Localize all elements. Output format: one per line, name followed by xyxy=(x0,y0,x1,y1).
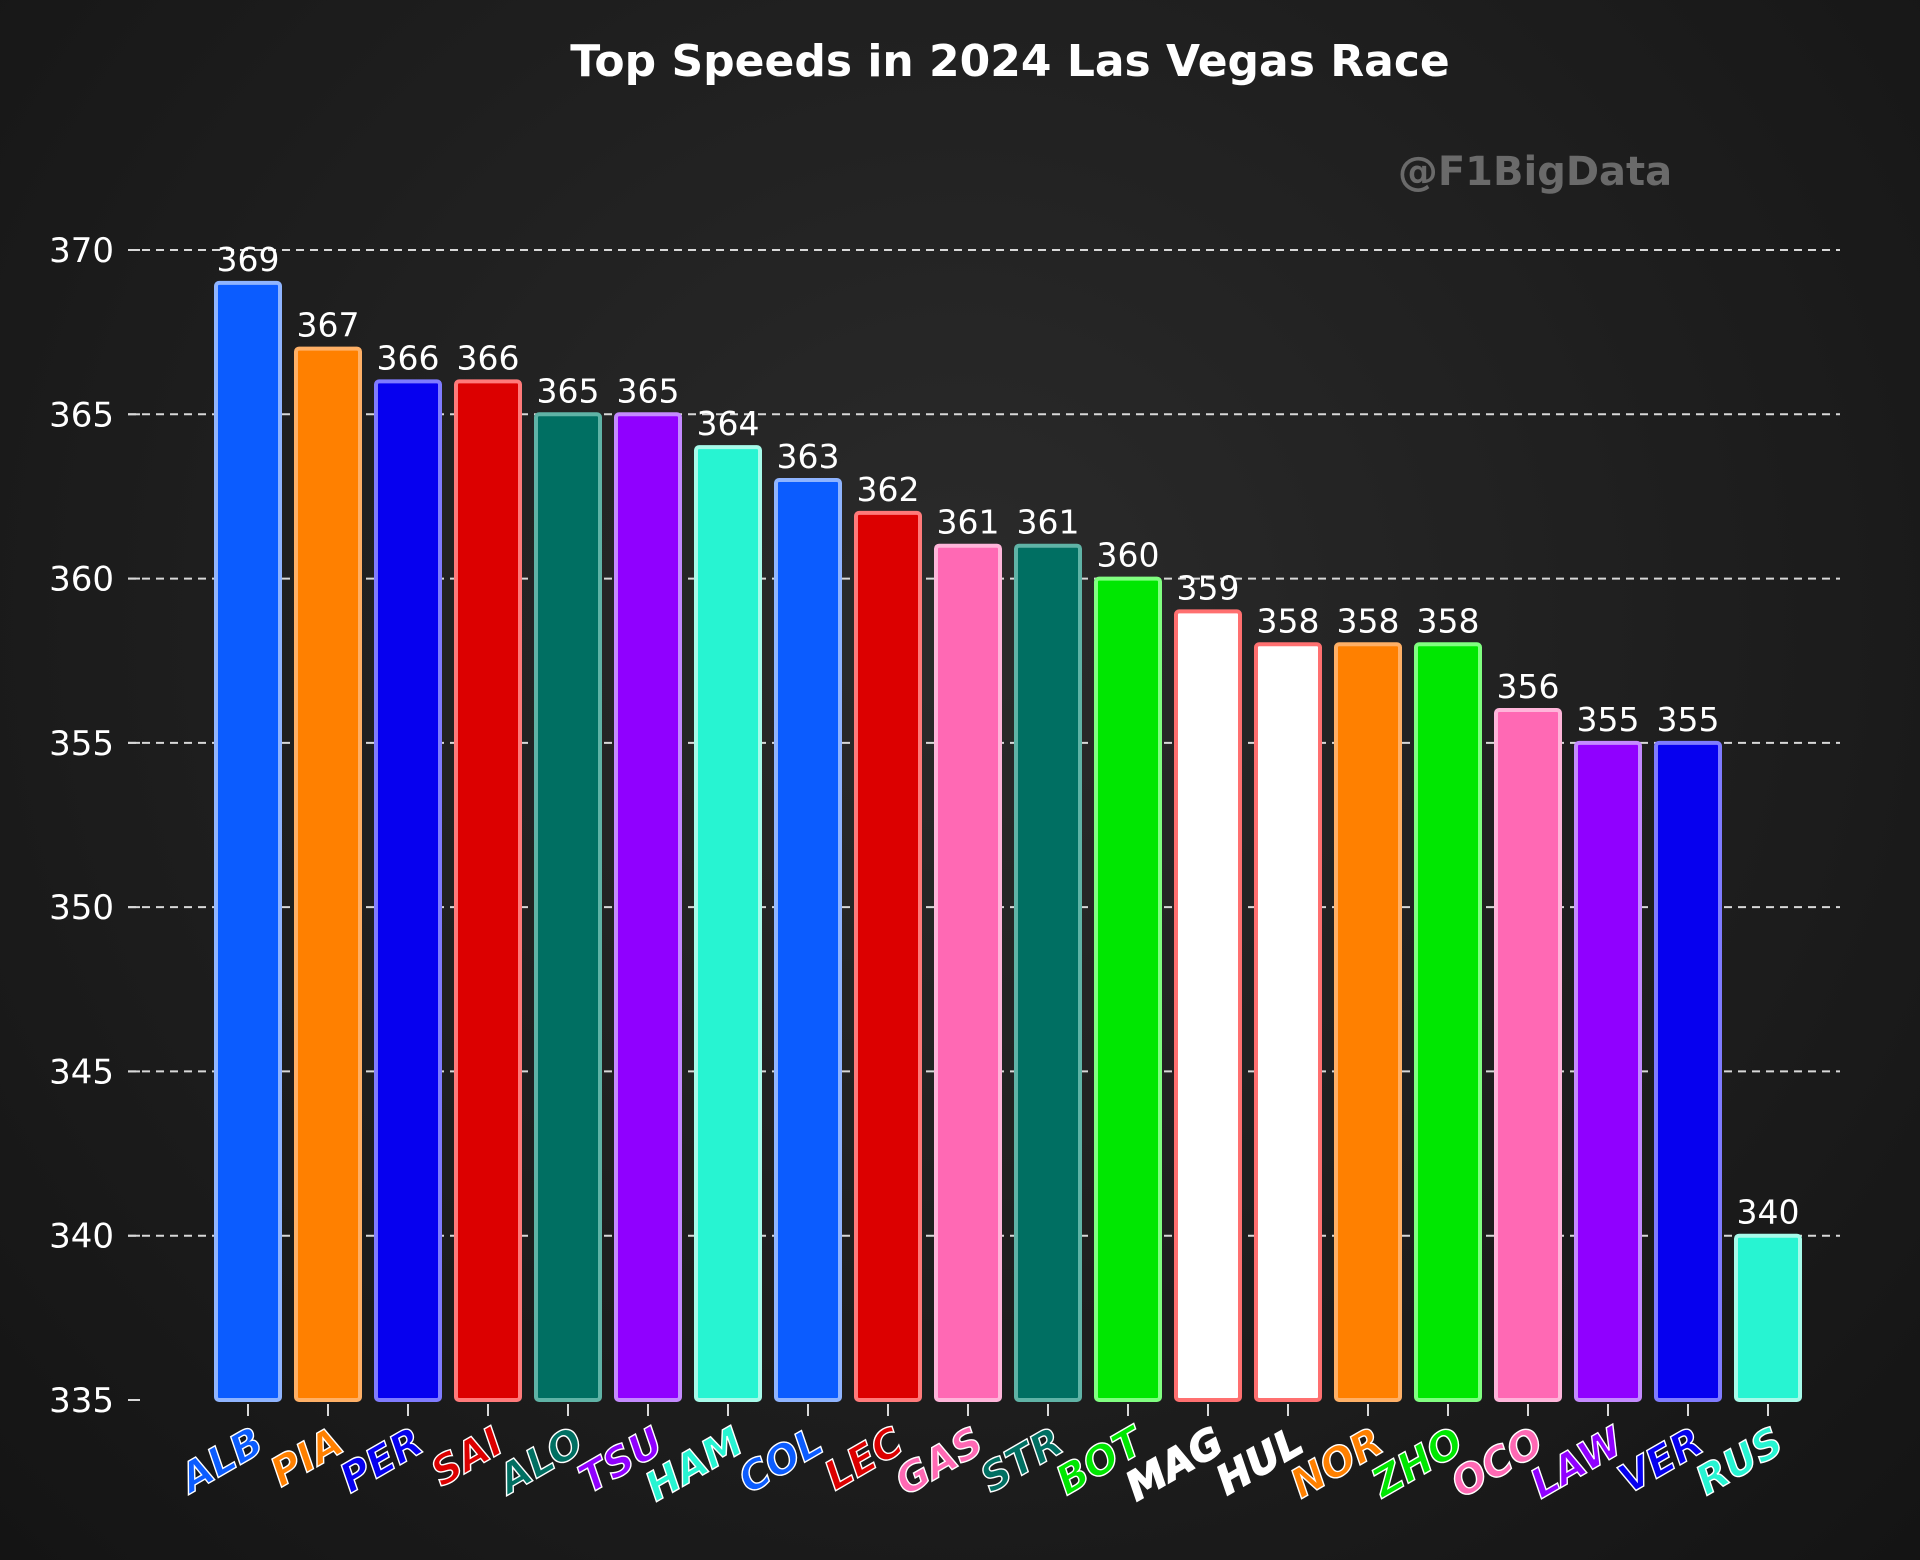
y-tick-label: 340 xyxy=(49,1217,114,1257)
value-label: 365 xyxy=(617,371,680,410)
value-label: 365 xyxy=(537,371,600,410)
y-tick-label: 355 xyxy=(49,724,114,764)
value-label: 358 xyxy=(1417,601,1480,640)
value-label: 364 xyxy=(697,404,760,443)
value-label: 366 xyxy=(377,338,440,377)
y-tick-label: 370 xyxy=(49,231,114,271)
value-label: 358 xyxy=(1337,601,1400,640)
x-tick-label: RUS xyxy=(1688,1419,1791,1505)
y-tick-label: 365 xyxy=(49,395,114,435)
y-tick-label: 335 xyxy=(49,1381,114,1421)
bar-ham xyxy=(694,445,762,1402)
bar-oco xyxy=(1494,708,1562,1402)
bar-alb xyxy=(214,280,282,1402)
value-label: 369 xyxy=(217,240,280,279)
value-label: 355 xyxy=(1577,700,1640,739)
chart-title: Top Speeds in 2024 Las Vegas Race xyxy=(570,36,1450,87)
watermark: @F1BigData xyxy=(1398,149,1672,195)
value-label: 340 xyxy=(1737,1193,1800,1232)
value-label: 361 xyxy=(937,503,1000,542)
y-tick-label: 350 xyxy=(49,888,114,928)
value-labels: 369 367 366 366 365 365 364 363 362 361 361 360 359 3… xyxy=(217,240,1800,1232)
bar-nor xyxy=(1334,642,1402,1402)
bar-pia xyxy=(294,346,362,1403)
bar-ver xyxy=(1654,740,1722,1402)
bar-per xyxy=(374,379,442,1402)
x-tick-label: PIA xyxy=(263,1419,351,1496)
bar-tsu xyxy=(614,412,682,1402)
x-tick-label: PER xyxy=(332,1419,431,1503)
y-tick-label: 345 xyxy=(49,1052,114,1092)
value-label: 356 xyxy=(1497,667,1560,706)
value-label: 358 xyxy=(1257,601,1320,640)
value-label: 362 xyxy=(857,470,920,509)
bars xyxy=(214,280,1802,1403)
bar-bot xyxy=(1094,576,1162,1402)
y-axis: 335 340 345 350 355 360 365 370 xyxy=(49,231,140,1421)
bar-alo xyxy=(534,412,602,1402)
bar-rus xyxy=(1734,1233,1802,1402)
x-tick-label: COL xyxy=(731,1419,831,1503)
value-label: 366 xyxy=(457,338,520,377)
bar-gas xyxy=(934,543,1002,1402)
x-axis: ALBPIAPERSAIALOTSUHAMCOLLECGASSTRBOTMAGH… xyxy=(169,1404,1792,1511)
bar-law xyxy=(1574,740,1642,1402)
value-label: 360 xyxy=(1097,536,1160,575)
value-label: 359 xyxy=(1177,568,1240,607)
value-label: 361 xyxy=(1017,503,1080,542)
value-label: 367 xyxy=(297,306,360,345)
bar-sai xyxy=(454,379,522,1402)
bar-lec xyxy=(854,510,922,1402)
bar-hul xyxy=(1254,642,1322,1402)
y-tick-label: 360 xyxy=(49,560,114,600)
bar-zho xyxy=(1414,642,1482,1402)
bar-mag xyxy=(1174,609,1242,1402)
value-label: 363 xyxy=(777,437,840,476)
value-label: 355 xyxy=(1657,700,1720,739)
x-tick-label: SAI xyxy=(423,1419,511,1496)
bar-str xyxy=(1014,543,1082,1402)
x-tick-label: ALB xyxy=(170,1419,271,1504)
bar-col xyxy=(774,478,842,1402)
